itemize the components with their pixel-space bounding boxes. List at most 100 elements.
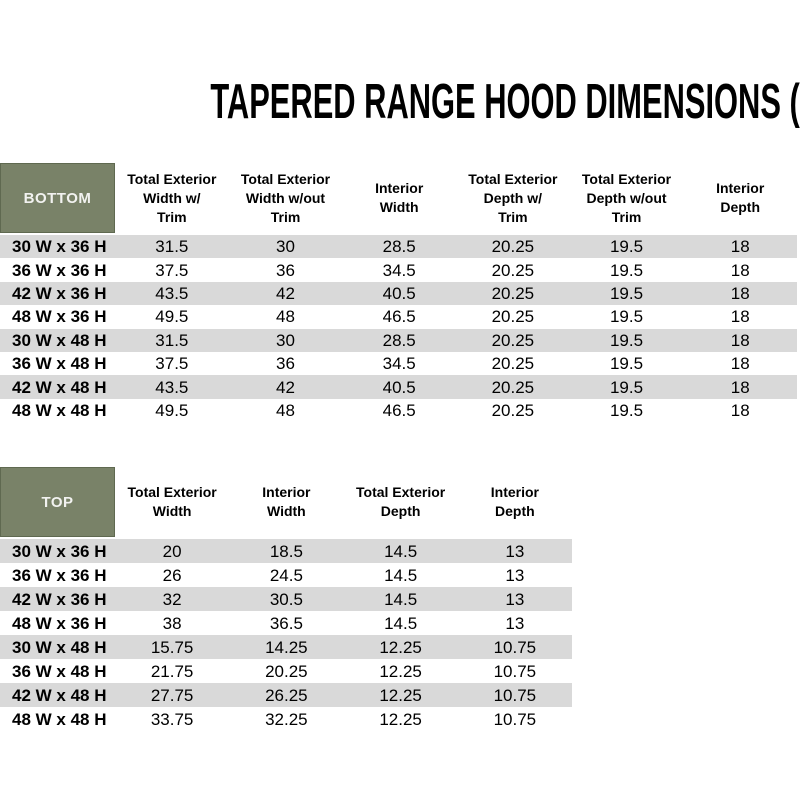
row-label: 48 W x 48 H	[12, 709, 107, 729]
value-cell: 40.5	[382, 377, 416, 397]
row-label: 36 W x 48 H	[12, 661, 107, 681]
row-label: 30 W x 36 H	[12, 541, 107, 561]
table-row: 36 W x 48 H 37.5 36 34.5 20.25 19.5 18	[0, 352, 797, 375]
value-cell: 42	[276, 377, 295, 397]
value-cell: 14.5	[384, 589, 418, 609]
table-row: 42 W x 48 H 27.75 26.25 12.25 10.75	[0, 683, 572, 707]
table-row: 30 W x 48 H 15.75 14.25 12.25 10.75	[0, 635, 572, 659]
table-row: 48 W x 48 H 49.5 48 46.5 20.25 19.5 18	[0, 399, 797, 422]
value-cell: 18	[730, 260, 750, 280]
table-row: 42 W x 48 H 43.5 42 40.5 20.25 19.5 18	[0, 375, 797, 399]
value-cell: 46.5	[382, 307, 416, 327]
value-cell: 18	[730, 400, 750, 420]
value-cell: 34.5	[382, 354, 416, 374]
column-header: Total Exterior Width w/ Trim	[127, 170, 217, 225]
value-cell: 13	[505, 613, 525, 633]
column-header: Total Exterior Depth w/ Trim	[468, 170, 558, 225]
value-cell: 37.5	[155, 260, 189, 280]
value-cell: 31.5	[155, 330, 189, 350]
value-cell: 14.5	[384, 565, 418, 585]
value-cell: 20.25	[491, 400, 535, 420]
value-cell: 12.25	[379, 685, 422, 705]
value-cell: 18	[730, 283, 750, 303]
row-label: 30 W x 36 H	[12, 237, 107, 257]
column-header: Total Exterior Width	[127, 484, 217, 519]
value-cell: 19.5	[609, 377, 644, 397]
value-cell: 37.5	[155, 354, 189, 374]
value-cell: 20	[162, 541, 182, 561]
row-label: 48 W x 48 H	[12, 400, 107, 420]
value-cell: 20.25	[491, 283, 535, 303]
value-cell: 18	[730, 377, 750, 397]
value-cell: 10.75	[493, 709, 537, 729]
row-label: 30 W x 48 H	[12, 330, 107, 350]
value-cell: 14.25	[265, 637, 308, 657]
value-cell: 42	[276, 283, 295, 303]
value-cell: 32	[162, 589, 182, 609]
value-cell: 18	[730, 307, 750, 327]
bottom-dimensions-table: BOTTOM Total Exterior Width w/ Trim Total …	[0, 163, 797, 422]
value-cell: 15.75	[150, 637, 194, 657]
column-header: Total Exterior Depth w/out Trim	[581, 170, 672, 225]
bottom-corner-label: BOTTOM	[0, 163, 115, 233]
value-cell: 20.25	[491, 354, 535, 374]
value-cell: 43.5	[155, 377, 189, 397]
value-cell: 19.5	[609, 237, 644, 257]
row-label: 36 W x 48 H	[12, 354, 107, 374]
value-cell: 20.25	[491, 260, 535, 280]
value-cell: 36	[276, 354, 295, 374]
table-row: 30 W x 48 H 31.5 30 28.5 20.25 19.5 18	[0, 328, 797, 352]
value-cell: 30	[276, 237, 295, 257]
value-cell: 32.25	[265, 709, 308, 729]
table-row: 36 W x 36 H 37.5 36 34.5 20.25 19.5 18	[0, 258, 797, 281]
value-cell: 18	[730, 354, 750, 374]
top-dimensions-table: TOP Total Exterior Width Interior Width Tot…	[0, 467, 572, 731]
table-row: 48 W x 36 H 49.5 48 46.5 20.25 19.5 18	[0, 305, 797, 328]
value-cell: 14.5	[384, 613, 418, 633]
value-cell: 13	[505, 541, 525, 561]
value-cell: 26	[162, 565, 182, 585]
value-cell: 36	[276, 260, 295, 280]
value-cell: 12.25	[379, 709, 422, 729]
value-cell: 12.25	[379, 637, 422, 657]
table-row: 42 W x 36 H 32 30.5 14.5 13	[0, 587, 572, 611]
value-cell: 20.25	[491, 307, 535, 327]
value-cell: 31.5	[155, 237, 189, 257]
table-row: 48 W x 36 H 38 36.5 14.5 13	[0, 611, 572, 635]
row-label: 42 W x 36 H	[12, 283, 107, 303]
value-cell: 26.25	[265, 685, 308, 705]
value-cell: 18	[730, 237, 750, 257]
column-header: Total Exterior Depth	[356, 484, 446, 519]
value-cell: 28.5	[382, 330, 416, 350]
value-cell: 18	[730, 330, 750, 350]
table-row: 36 W x 48 H 21.75 20.25 12.25 10.75	[0, 659, 572, 683]
value-cell: 19.5	[609, 330, 644, 350]
value-cell: 21.75	[150, 661, 194, 681]
table-header-row: TOP Total Exterior Width Interior Width Tot…	[0, 467, 572, 537]
value-cell: 19.5	[609, 260, 644, 280]
row-label: 42 W x 36 H	[12, 589, 107, 609]
value-cell: 19.5	[609, 400, 644, 420]
value-cell: 30.5	[269, 589, 303, 609]
value-cell: 20.25	[491, 237, 535, 257]
row-label: 30 W x 48 H	[12, 637, 107, 657]
row-label: 48 W x 36 H	[12, 307, 107, 327]
row-label: 42 W x 48 H	[12, 377, 107, 397]
value-cell: 27.75	[150, 685, 194, 705]
value-cell: 49.5	[155, 307, 189, 327]
value-cell: 10.75	[493, 661, 537, 681]
value-cell: 46.5	[382, 400, 416, 420]
value-cell: 33.75	[150, 709, 194, 729]
value-cell: 12.25	[379, 661, 422, 681]
value-cell: 49.5	[155, 400, 189, 420]
row-label: 42 W x 48 H	[12, 685, 107, 705]
value-cell: 19.5	[609, 307, 644, 327]
value-cell: 38	[162, 613, 182, 633]
value-cell: 19.5	[609, 354, 644, 374]
column-header: Total Exterior Width w/out Trim	[240, 170, 331, 225]
value-cell: 30	[276, 330, 295, 350]
value-cell: 18.5	[269, 541, 303, 561]
column-header: Interior Depth	[490, 484, 539, 519]
top-corner-label: TOP	[0, 467, 115, 537]
